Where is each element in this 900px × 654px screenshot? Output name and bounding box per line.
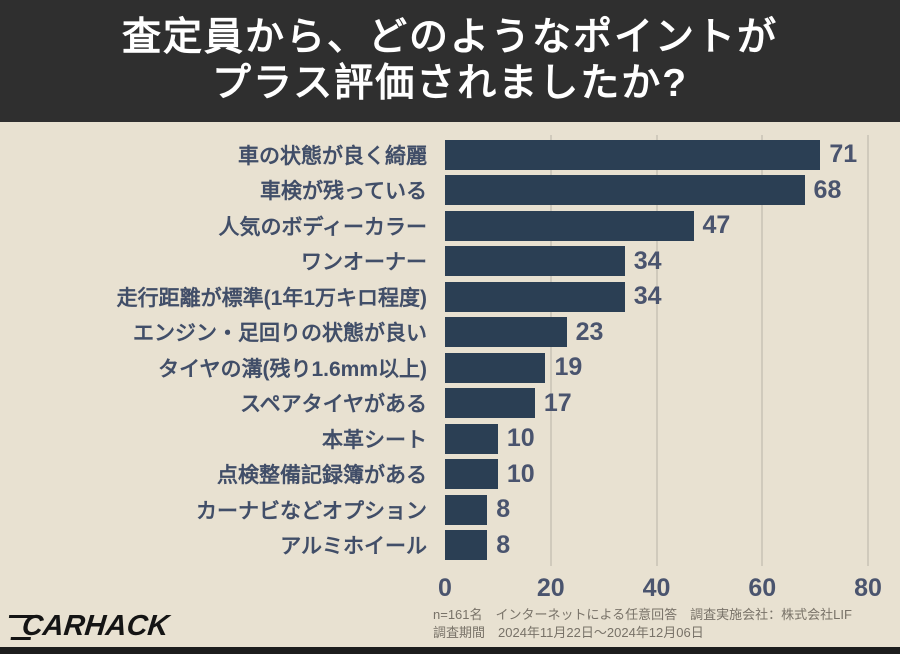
category-label: スペアタイヤがある xyxy=(240,393,427,417)
bar xyxy=(445,281,625,312)
bar-track: 10 xyxy=(445,457,868,493)
bar-track: 17 xyxy=(445,386,868,422)
bar xyxy=(445,530,488,560)
bar-track: 34 xyxy=(445,244,868,280)
bar xyxy=(445,423,498,454)
bar xyxy=(445,494,488,525)
page-title-line2: プラス評価されましたか? xyxy=(211,62,689,105)
bar-row: ワンオーナー 34 xyxy=(0,244,900,280)
bottom-strip xyxy=(0,647,900,654)
bar xyxy=(445,175,805,205)
gridline xyxy=(867,135,869,566)
category-label: 車検が残っている xyxy=(260,180,427,204)
page-title-line1: 査定員から、どのようなポイントが xyxy=(121,16,778,59)
bar-track: 47 xyxy=(445,208,868,244)
footer: CARHACK n=161名 インターネットによる任意回答 調査実施会社：株式会… xyxy=(0,598,900,647)
x-tick-label: 20 xyxy=(536,574,565,602)
x-tick-label: 40 xyxy=(642,574,671,602)
x-tick-label: 60 xyxy=(748,574,777,602)
category-label: タイヤの溝(残り1.6mm以上) xyxy=(158,357,427,381)
value-label: 19 xyxy=(554,353,583,382)
gridline xyxy=(761,135,763,566)
bar-row: 点検整備記録簿がある 10 xyxy=(0,457,900,493)
category-label: 人気のボディーカラー xyxy=(218,215,427,239)
bar-track: 8 xyxy=(445,492,868,528)
gridlines xyxy=(445,135,869,566)
category-label: ワンオーナー xyxy=(301,251,427,275)
bar-rows: 車の状態が良く綺麗 71 車検が残っている 68 人気のボディーカラー 47 ワンオーナー 3… xyxy=(0,137,900,563)
category-label: 車の状態が良く綺麗 xyxy=(238,144,427,168)
title-banner: 査定員から、どのようなポイントが プラス評価されましたか? xyxy=(0,0,900,122)
bar xyxy=(445,352,546,383)
x-tick-label: 80 xyxy=(854,574,882,602)
value-label: 8 xyxy=(496,495,511,524)
category-label: 本革シート xyxy=(322,428,427,452)
bar-row: カーナビなどオプション 8 xyxy=(0,492,900,528)
bar-row: エンジン・足回りの状態が良い 23 xyxy=(0,315,900,351)
survey-notes: n=161名 インターネットによる任意回答 調査実施会社：株式会社LIF 調査期… xyxy=(433,606,852,642)
bar xyxy=(445,246,625,276)
survey-note-line2: 調査期間 2024年11月22日～2024年12月06日 xyxy=(433,625,704,640)
bar-row: アルミホイール 8 xyxy=(0,528,900,564)
category-label: 走行距離が標準(1年1万キロ程度) xyxy=(116,286,427,310)
carhack-logo: CARHACK xyxy=(20,610,171,642)
category-label: エンジン・足回りの状態が良い xyxy=(133,322,427,346)
bar xyxy=(445,210,694,241)
x-axis: 0 20 40 60 80 xyxy=(438,574,882,606)
gridline xyxy=(550,135,552,566)
bar-track: 19 xyxy=(445,350,868,386)
bar-row: 車の状態が良く綺麗 71 xyxy=(0,137,900,173)
bar xyxy=(445,459,498,489)
value-label: 71 xyxy=(829,140,858,169)
gridline xyxy=(656,135,657,566)
bar-track: 68 xyxy=(445,173,868,209)
value-label: 68 xyxy=(813,175,842,204)
bar-track: 71 xyxy=(445,137,868,173)
value-label: 10 xyxy=(506,459,535,488)
survey-note-line1: n=161名 インターネットによる任意回答 調査実施会社：株式会社LIF xyxy=(433,607,852,622)
bar-row: 走行距離が標準(1年1万キロ程度) 34 xyxy=(0,279,900,315)
value-label: 34 xyxy=(633,246,662,275)
bar-chart: 車の状態が良く綺麗 71 車検が残っている 68 人気のボディーカラー 47 ワンオーナー 3… xyxy=(0,122,900,602)
bar xyxy=(445,139,821,170)
value-label: 47 xyxy=(702,211,731,240)
bar xyxy=(445,317,567,347)
bar xyxy=(445,388,535,418)
bar-track: 8 xyxy=(445,528,868,564)
value-label: 23 xyxy=(575,317,604,346)
value-label: 10 xyxy=(506,424,535,453)
bar-row: 人気のボディーカラー 47 xyxy=(0,208,900,244)
value-label: 34 xyxy=(633,282,662,311)
bar-track: 34 xyxy=(445,279,868,315)
bar-row: タイヤの溝(残り1.6mm以上) 19 xyxy=(0,350,900,386)
category-label: アルミホイール xyxy=(280,535,427,559)
x-tick-label: 0 xyxy=(438,574,452,602)
value-label: 17 xyxy=(543,388,572,417)
value-label: 8 xyxy=(496,530,511,559)
bar-row: 車検が残っている 68 xyxy=(0,173,900,209)
bar-row: 本革シート 10 xyxy=(0,421,900,457)
category-label: カーナビなどオプション xyxy=(196,499,427,523)
bar-row: スペアタイヤがある 17 xyxy=(0,386,900,422)
bar-track: 10 xyxy=(445,421,868,457)
bar-track: 23 xyxy=(445,315,868,351)
category-label: 点検整備記録簿がある xyxy=(217,464,427,488)
